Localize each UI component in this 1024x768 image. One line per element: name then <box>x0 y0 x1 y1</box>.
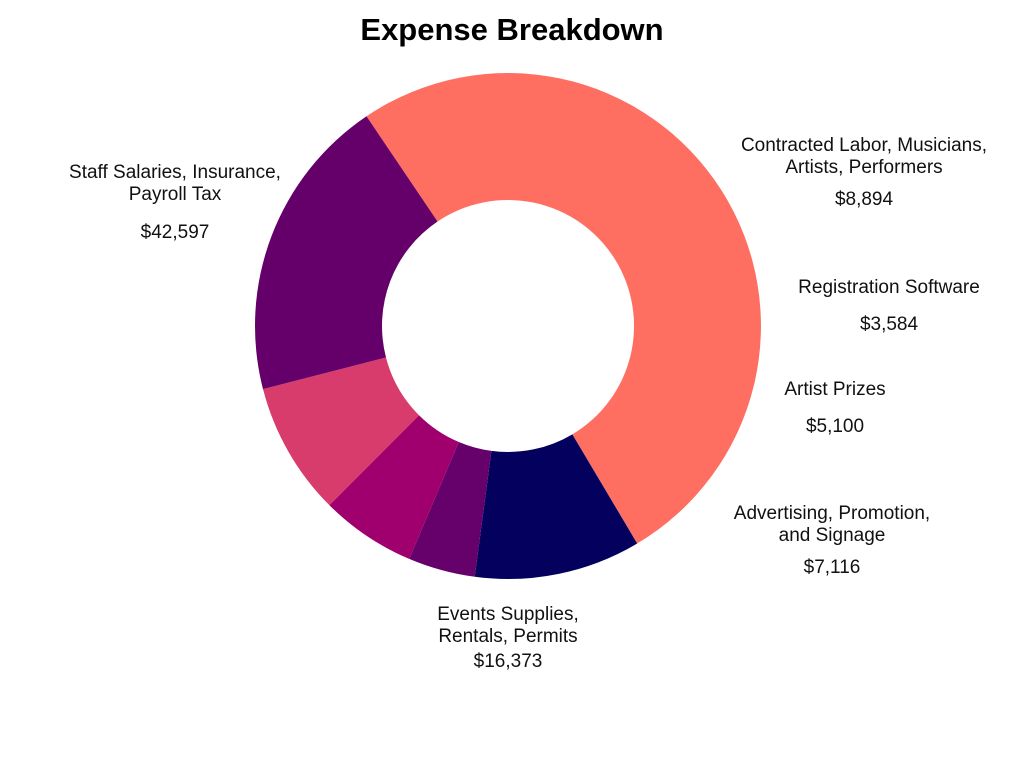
donut-slice-5 <box>255 116 438 390</box>
slice-value-0: $42,597 <box>141 222 210 243</box>
donut-slice-2 <box>409 442 492 577</box>
donut-slice-3 <box>329 415 459 559</box>
slice-label-1-line-0: Contracted Labor, Musicians, <box>741 135 987 156</box>
slice-value-4: $7,116 <box>804 557 861 578</box>
slices-layer <box>255 73 761 579</box>
slice-value-5: $16,373 <box>474 651 543 672</box>
slice-value-1: $8,894 <box>835 189 894 210</box>
slice-label-5-line-0: Events Supplies, <box>437 604 579 625</box>
slice-label-0-line-1: Payroll Tax <box>129 184 222 205</box>
slice-label-1-line-1: Artists, Performers <box>785 157 942 178</box>
slice-value-2: $3,584 <box>860 314 919 335</box>
donut-slice-1 <box>474 434 638 579</box>
chart-title: Expense Breakdown <box>360 12 664 47</box>
slice-value-3: $5,100 <box>806 416 864 437</box>
slice-label-0-line-0: Staff Salaries, Insurance, <box>69 162 281 183</box>
slice-label-5-line-1: Rentals, Permits <box>438 626 577 647</box>
slice-label-4-line-1: and Signage <box>779 525 886 546</box>
slice-label-2-line-0: Registration Software <box>798 277 980 298</box>
labels-layer: Staff Salaries, Insurance,Payroll Tax $42… <box>69 135 987 672</box>
slice-label-4-line-0: Advertising, Promotion, <box>734 503 930 524</box>
donut-slice-0 <box>366 73 761 544</box>
donut-slice-4 <box>263 357 420 506</box>
slice-label-3-line-0: Artist Prizes <box>784 379 885 400</box>
